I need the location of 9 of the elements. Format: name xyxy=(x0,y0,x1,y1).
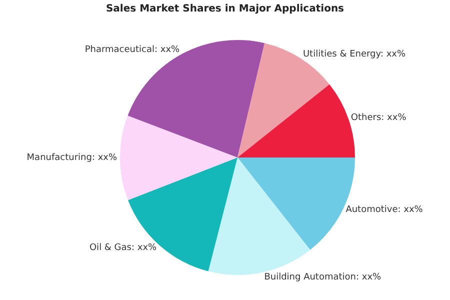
pie-slice xyxy=(120,116,238,200)
slice-label: Manufacturing: xx% xyxy=(26,152,118,163)
slice-label: Oil & Gas: xx% xyxy=(89,243,158,254)
chart-title: Sales Market Shares in Major Applications xyxy=(106,4,344,14)
slice-label: Utilities & Energy: xx% xyxy=(302,50,406,60)
slice-label: Building Automation: xx% xyxy=(264,272,382,282)
slice-label: Automotive: xx% xyxy=(346,204,424,215)
slice-label: Others: xx% xyxy=(350,113,407,124)
slice-label: Pharmaceutical: xx% xyxy=(84,44,180,55)
